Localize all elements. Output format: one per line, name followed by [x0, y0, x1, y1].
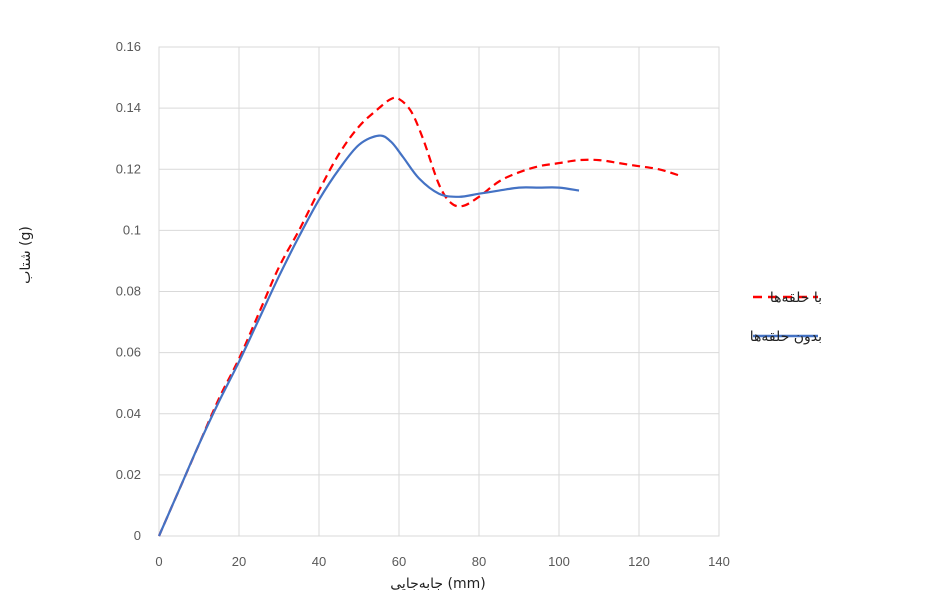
- y-tick-label: 0.04: [116, 406, 141, 421]
- y-tick-labels: 0 0.02 0.04 0.06 0.08 0.1 0.12 0.14 0.16: [116, 39, 141, 543]
- y-tick-label: 0.16: [116, 39, 141, 54]
- x-tick-label: 60: [392, 554, 406, 569]
- y-tick-label: 0.06: [116, 345, 141, 360]
- series-line-with-rings: [157, 96, 680, 537]
- y-tick-label: 0.08: [116, 284, 141, 299]
- x-axis-title: جابه‌جایی (mm): [390, 576, 485, 592]
- legend: با حلقه‌ها بدون حلقه‌ها: [750, 290, 822, 345]
- x-tick-labels: 0 20 40 60 80 100 120 140: [155, 554, 729, 569]
- y-axis-title: شتاب (g): [18, 226, 34, 284]
- y-tick-label: 0.14: [116, 100, 141, 115]
- x-tick-label: 120: [628, 554, 650, 569]
- y-tick-label: 0.12: [116, 161, 141, 176]
- y-tick-label: 0: [134, 528, 141, 543]
- series-line-without-rings: [157, 134, 580, 537]
- plot-area-border: [158, 46, 720, 537]
- x-tick-label: 0: [155, 554, 162, 569]
- grid: [158, 46, 720, 537]
- x-tick-label: 100: [548, 554, 570, 569]
- x-tick-label: 20: [232, 554, 246, 569]
- x-tick-label: 80: [472, 554, 486, 569]
- x-tick-label: 140: [708, 554, 730, 569]
- legend-label-with-rings: با حلقه‌ها: [770, 290, 822, 306]
- y-tick-label: 0.02: [116, 467, 141, 482]
- legend-label-without-rings: بدون حلقه‌ها: [750, 329, 822, 345]
- x-tick-label: 40: [312, 554, 326, 569]
- y-tick-label: 0.1: [123, 222, 141, 237]
- series-lines: [157, 96, 680, 537]
